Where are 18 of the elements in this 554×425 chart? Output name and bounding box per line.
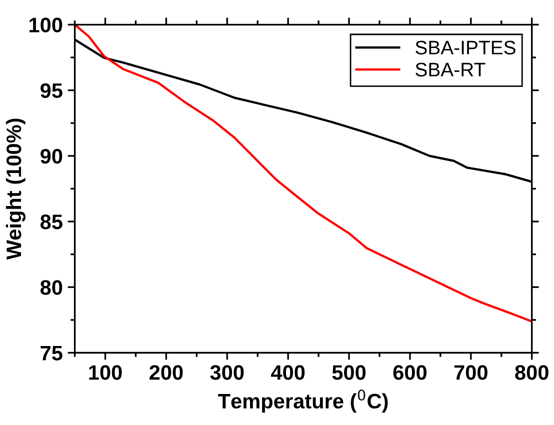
y-axis-title: Weight (100%) (6, 118, 26, 260)
x-tick-label: 600 (393, 365, 426, 380)
x-tick-label: 400 (271, 365, 305, 380)
y-tick-label: 100 (30, 18, 62, 32)
legend-label: SBA-RT (416, 62, 486, 77)
x-tick-label: 200 (150, 365, 183, 380)
x-tick-label: 700 (454, 365, 488, 380)
x-tick-label: 100 (89, 365, 122, 380)
x-axis-title: Temperature ($^{0}$C) (218, 390, 388, 413)
x-tick-label: 300 (210, 365, 244, 380)
legend-label: SBA-IPTES (416, 40, 516, 54)
y-tick-label: 75 (40, 346, 62, 361)
x-tick-label: 500 (332, 365, 366, 380)
y-tick-label: 80 (40, 280, 62, 295)
y-tick-label: 90 (40, 148, 62, 164)
y-tick-label: 85 (40, 214, 62, 230)
x-tick-label: 800 (515, 365, 548, 380)
y-tick-label: 95 (40, 83, 62, 98)
